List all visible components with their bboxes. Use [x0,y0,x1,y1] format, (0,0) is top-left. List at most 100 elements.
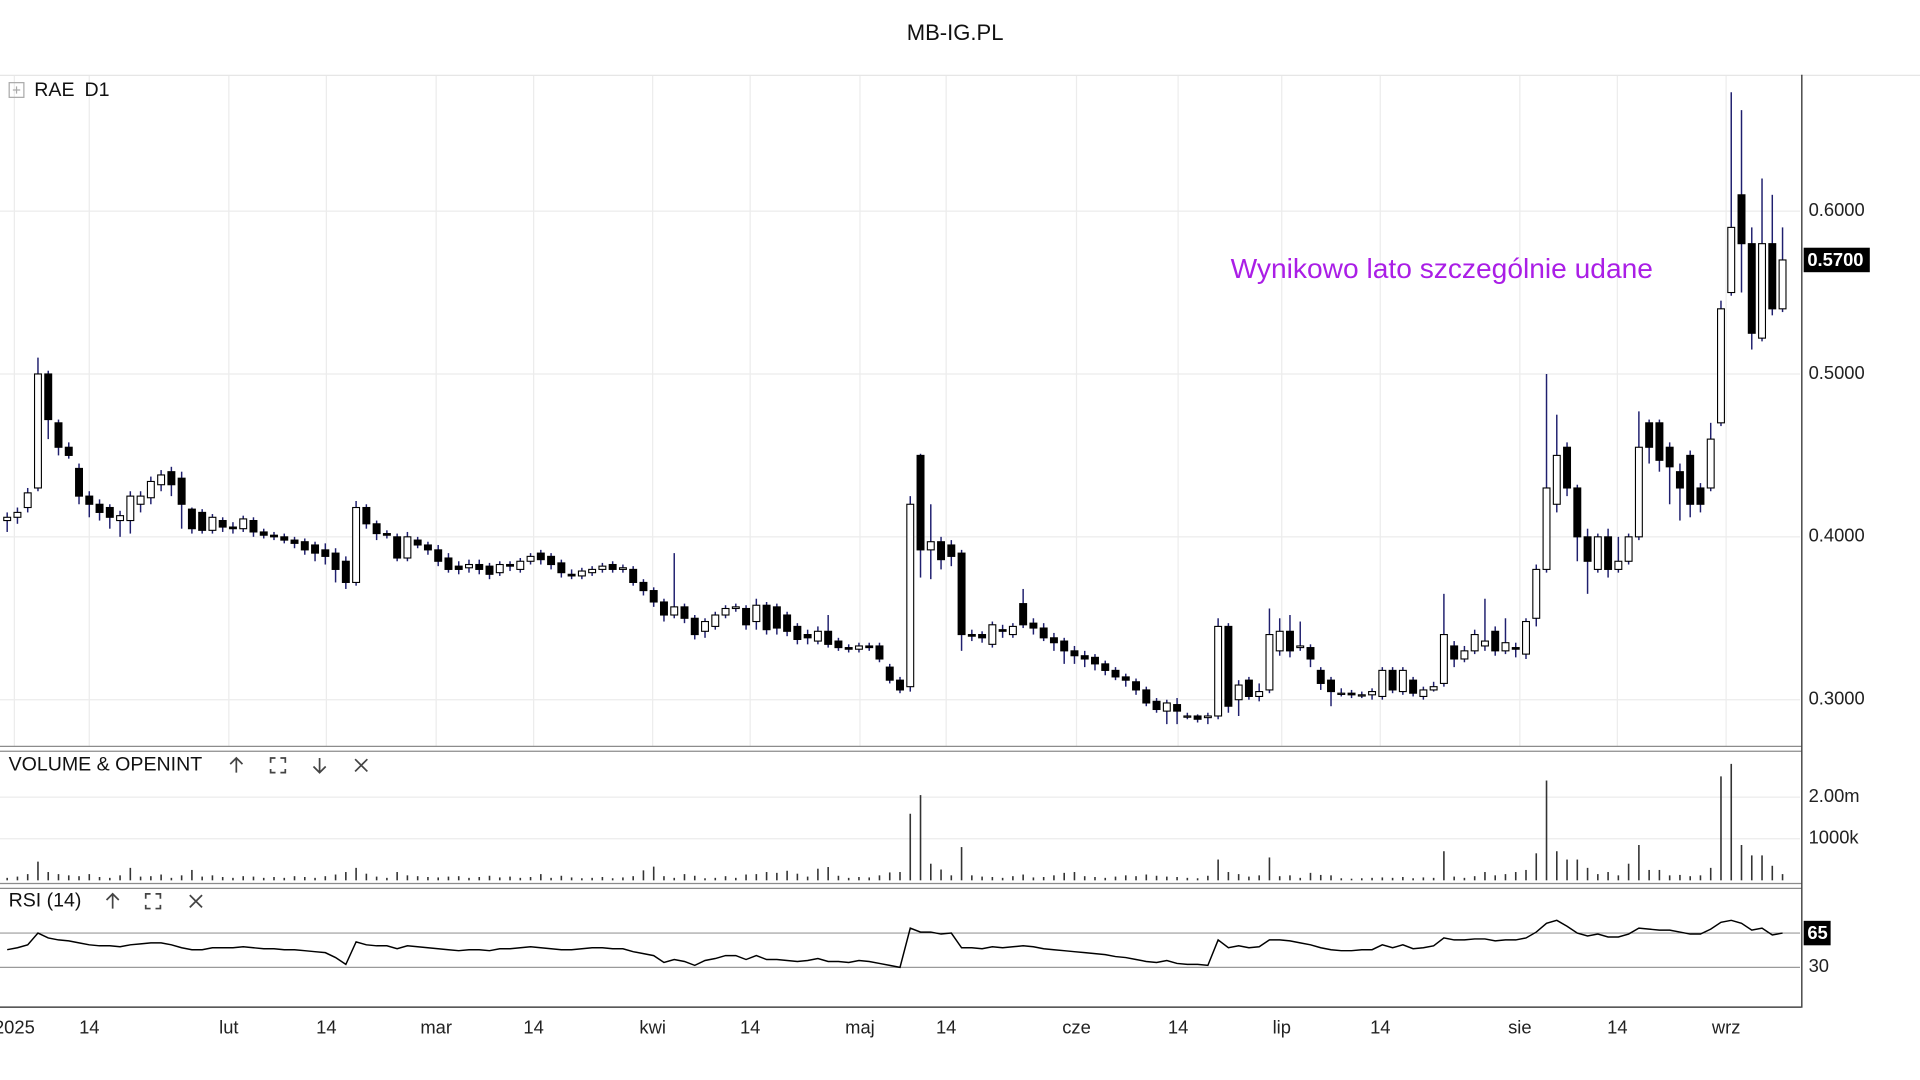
x-tick-label: 14 [523,1016,543,1037]
close-icon[interactable] [354,758,368,773]
last-value-label: 0.5700 [1807,249,1863,270]
candle-body [1275,630,1284,652]
candle-body [1060,640,1069,652]
y-tick-label: 0.4000 [1809,525,1865,546]
candle-body [177,477,186,505]
candle-body [844,647,853,650]
annotation: Wynikowo lato szczególnie udane [1231,253,1653,284]
candle-body [1101,663,1110,671]
candle-body [311,544,320,554]
maximize-icon[interactable] [269,757,287,774]
candle-body [1604,536,1613,570]
candle-body [926,541,935,551]
candle-body [13,511,22,518]
candle-body [495,563,504,574]
candle-body [916,454,925,551]
candle-body [1655,422,1664,461]
candle-body [947,544,956,557]
candle-body [1296,645,1305,649]
candle-body [33,373,42,489]
candle-body [157,474,166,486]
chart-title: MB-IG.PL [907,20,1004,45]
candle-body [259,531,268,536]
x-tick-label: 14 [1168,1016,1188,1037]
maximize-icon[interactable] [144,893,162,910]
candle-body [393,536,402,559]
candle-body [834,640,843,649]
candle-body [1624,536,1633,562]
x-tick-label: mar [420,1016,452,1037]
candle-body [475,563,484,570]
candle-body [1665,446,1674,468]
candle-body [1357,694,1366,697]
rsi-line [7,919,1783,969]
candle-body [1039,627,1048,639]
candle-body [341,560,350,583]
candle-body [1552,454,1561,505]
candle-body [116,515,125,522]
candle-body [1162,702,1171,712]
candle-body [536,552,545,561]
candle-body [1327,679,1335,693]
candle-body [321,549,330,557]
candle-body [95,503,104,513]
candle-body [649,590,658,603]
candle-body [270,534,278,538]
candle-body [547,555,556,566]
candle-body [598,565,607,570]
candle-body [937,541,946,561]
x-tick-label: kwi [639,1016,666,1037]
candle-body [1347,692,1356,696]
move-down-icon[interactable] [312,757,327,774]
candle-body [146,480,155,499]
candle-body [1429,686,1438,691]
x-tick-label: 14 [740,1016,760,1037]
candle-body [1717,308,1725,424]
panel-title: VOLUME & OPENINT [9,753,203,775]
candle-body [772,606,781,629]
x-tick-label: cze [1062,1016,1091,1037]
candle-body [239,518,248,530]
symbol-label: RAE [34,79,74,101]
candle-body [1480,640,1489,647]
candle-body [988,624,997,645]
candle-body [249,519,258,533]
candle-body [588,568,597,574]
candle-body [1214,625,1223,717]
x-tick-label: 2025 [0,1016,35,1037]
candle-body [608,563,617,570]
candle-body [1450,645,1459,660]
x-tick-label: sie [1508,1016,1531,1037]
candle-body [998,629,1007,632]
expand-icon[interactable] [8,82,25,98]
candle-body [1768,243,1777,310]
candle-body [618,567,627,570]
candle-body [896,679,904,691]
candle-body [967,634,976,637]
candle-body [1511,647,1520,650]
candle-body [803,634,812,639]
x-tick-label: lip [1273,1016,1291,1037]
move-up-icon[interactable] [229,756,244,773]
y-tick-label: 0.6000 [1809,199,1865,220]
candle-body [1070,650,1079,657]
x-tick-label: maj [845,1016,875,1037]
candle-body [1634,446,1643,538]
candle-body [639,581,648,592]
x-tick-label: wrz [1711,1016,1741,1037]
candle-body [1152,700,1161,711]
candle-body [300,541,309,551]
candle-body [1398,669,1407,693]
candle-body [1183,715,1192,718]
candle-body [1460,650,1469,660]
close-icon[interactable] [189,894,203,908]
candle-body [105,506,114,518]
x-tick-label: lut [219,1016,238,1037]
move-up-icon[interactable] [105,892,120,909]
candle-body [978,634,987,639]
candle-body [1224,625,1233,707]
candle-body [1173,704,1182,712]
candle-body [865,645,874,649]
candle-body [1008,625,1017,636]
